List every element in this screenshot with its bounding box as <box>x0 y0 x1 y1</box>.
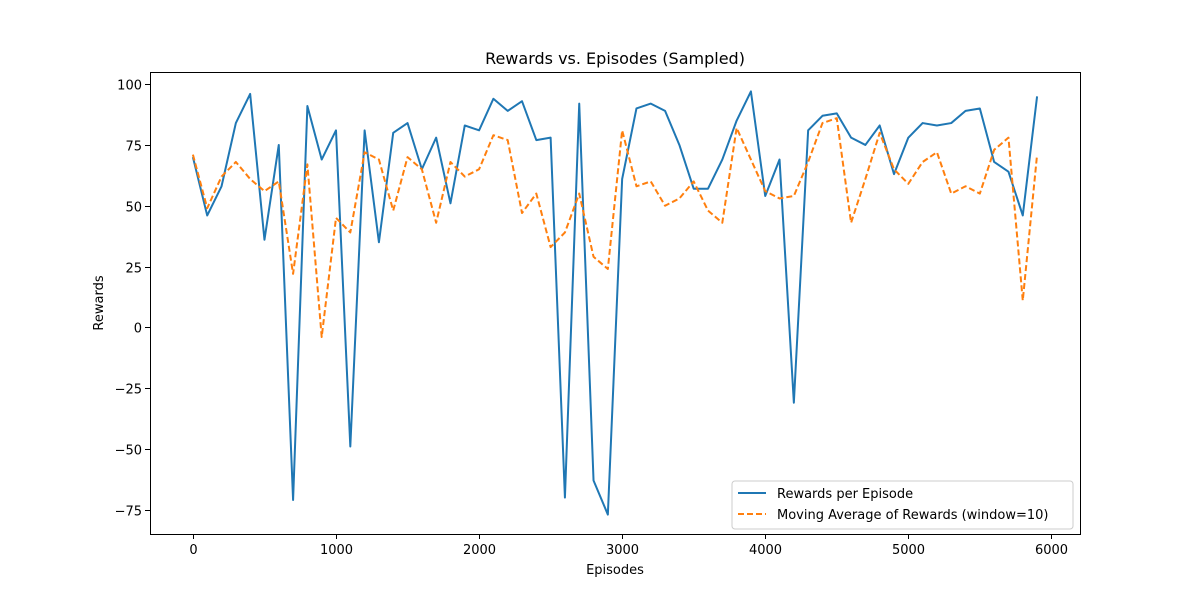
y-tick-label: −50 <box>115 444 142 459</box>
x-tick-label: 5000 <box>892 543 925 558</box>
series-line-rewards <box>191 90 1039 516</box>
y-tick-label: 50 <box>125 201 142 216</box>
x-tick-label: 2000 <box>463 543 496 558</box>
y-tick-label: 0 <box>134 322 142 337</box>
y-tick-label: −25 <box>115 383 142 398</box>
y-tick-label: 75 <box>125 140 142 155</box>
y-axis: −75 −50 −25 0 25 50 75 100 <box>115 79 150 520</box>
plot-frame <box>150 72 1081 535</box>
x-tick-label: 6000 <box>1035 543 1068 558</box>
legend-label-moving-average: Moving Average of Rewards (window=10) <box>777 508 1049 523</box>
legend-label-rewards: Rewards per Episode <box>777 487 913 502</box>
x-tick-label: 4000 <box>749 543 782 558</box>
x-tick-label: 1000 <box>320 543 353 558</box>
x-axis-label: Episodes <box>586 563 644 578</box>
x-tick-label: 0 <box>189 543 197 558</box>
series-line-moving-average <box>191 117 1039 339</box>
x-tick-label: 3000 <box>606 543 639 558</box>
legend-box <box>731 480 1074 530</box>
y-tick-label: −75 <box>115 505 142 520</box>
x-axis: 0 1000 2000 3000 4000 5000 6000 <box>189 534 1068 558</box>
chart-title: Rewards vs. Episodes (Sampled) <box>485 49 745 68</box>
plot-area <box>191 90 1039 516</box>
legend: Rewards per Episode Moving Average of Re… <box>731 480 1074 530</box>
y-tick-label: 25 <box>125 262 142 277</box>
y-axis-label: Rewards <box>92 275 107 330</box>
y-tick-label: 100 <box>117 79 142 94</box>
